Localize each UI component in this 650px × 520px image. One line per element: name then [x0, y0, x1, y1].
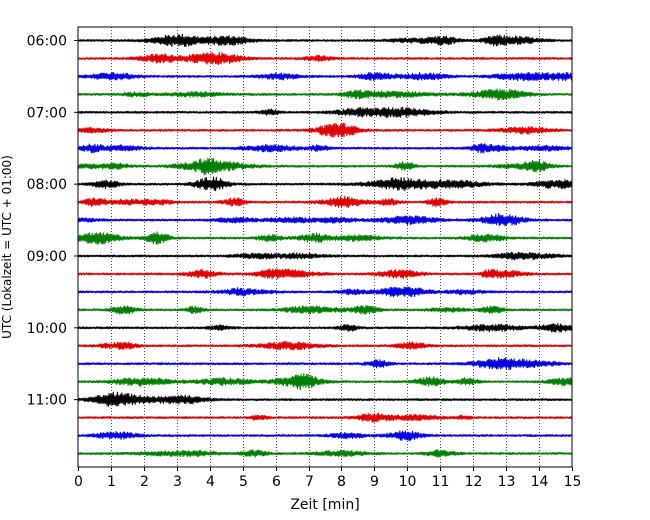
trace-09:15: [77, 268, 573, 280]
trace-06:15: [77, 51, 573, 66]
trace-08:15: [77, 195, 573, 208]
trace-08:45: [77, 231, 573, 245]
trace-08:30: [77, 213, 573, 227]
x-tick-label: 10: [399, 474, 417, 490]
trace-07:15: [77, 122, 573, 138]
trace-10:45: [77, 372, 573, 391]
x-tick-label: 15: [564, 474, 582, 490]
x-axis-label: Zeit [min]: [290, 497, 359, 513]
y-tick-label: 10:00: [27, 321, 67, 337]
y-tick-label: 07:00: [27, 105, 67, 121]
trace-07:00: [77, 106, 573, 118]
trace-08:00: [77, 176, 573, 192]
trace-06:00: [77, 33, 573, 48]
trace-06:30: [77, 71, 573, 82]
trace-09:00: [77, 251, 573, 261]
trace-10:15: [77, 341, 573, 351]
y-tick-label: 08:00: [27, 177, 67, 193]
trace-07:30: [77, 143, 573, 154]
x-tick-label: 0: [74, 474, 83, 490]
trace-11:45: [77, 449, 573, 458]
x-tick-label: 13: [498, 474, 516, 490]
trace-11:30: [77, 430, 573, 442]
y-axis-label: UTC (Lokalzeit = UTC + 01:00): [0, 155, 14, 339]
y-tick-label: 06:00: [27, 34, 67, 50]
trace-09:30: [77, 286, 573, 298]
trace-06:45: [77, 88, 573, 101]
x-tick-label: 5: [239, 474, 248, 490]
x-tick-label: 11: [432, 474, 450, 490]
x-tick-label: 6: [272, 474, 281, 490]
x-tick-label: 1: [107, 474, 116, 490]
trace-07:45: [77, 157, 573, 176]
y-axis-ticks: 06:00 07:00 08:00 09:00 10:00 11:00: [27, 34, 78, 409]
trace-11:00: [77, 391, 573, 407]
x-tick-label: 2: [140, 474, 149, 490]
trace-10:30: [77, 357, 573, 371]
x-tick-label: 7: [305, 474, 314, 490]
x-tick-label: 14: [531, 474, 549, 490]
x-tick-label: 12: [465, 474, 483, 490]
seismic-traces: [77, 33, 573, 458]
trace-10:00: [77, 323, 573, 333]
plot-frame: [77, 26, 573, 468]
x-tick-label: 8: [337, 474, 346, 490]
x-axis-ticks: 0 1 2 3 4 5 6 7 8 9 10 11 12 13 14 15: [74, 467, 581, 490]
trace-09:45: [77, 305, 573, 315]
x-tick-label: 4: [206, 474, 215, 490]
x-tick-label: 9: [370, 474, 379, 490]
y-tick-label: 11:00: [27, 393, 67, 409]
x-tick-label: 3: [173, 474, 182, 490]
trace-11:15: [77, 412, 573, 423]
y-tick-label: 09:00: [27, 249, 67, 265]
